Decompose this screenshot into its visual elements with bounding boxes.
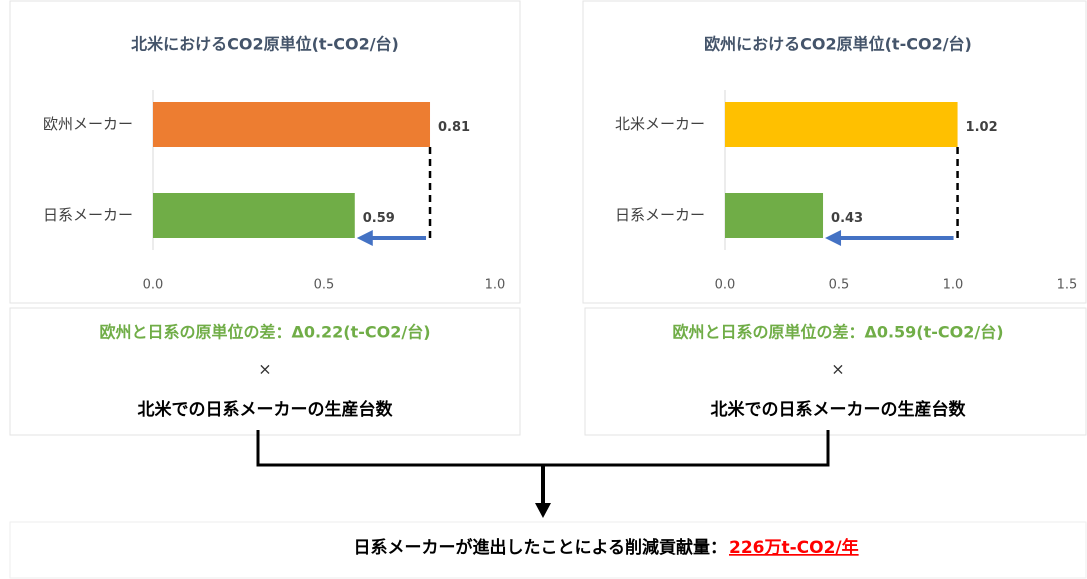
x-tick-label: 1.0 <box>485 278 506 293</box>
x-tick-label: 1.5 <box>1057 278 1078 293</box>
bar <box>153 193 355 238</box>
box-text: 欧州と日系の原単位の差：Δ0.22(t-CO2/台) <box>99 323 430 342</box>
box-text: 欧州と日系の原単位の差：Δ0.59(t-CO2/台) <box>672 323 1003 342</box>
panel <box>9 0 521 304</box>
x-tick-label: 1.0 <box>943 278 964 293</box>
x-tick-label: 0.0 <box>715 278 736 293</box>
x-tick-label: 0.5 <box>314 278 335 293</box>
bar <box>153 102 431 147</box>
box-text: 北米での日系メーカーの生産台数 <box>711 399 967 420</box>
bar <box>725 193 824 238</box>
data-label: 0.81 <box>438 120 470 135</box>
chart-title: 欧州におけるCO2原単位(t-CO2/台) <box>704 35 972 54</box>
difference-arrow-head <box>825 230 842 246</box>
x-tick-label: 0.0 <box>143 278 164 293</box>
chart-title: 北米におけるCO2原単位(t-CO2/台) <box>131 35 399 54</box>
box <box>584 307 1087 436</box>
box-text: × <box>258 360 271 379</box>
difference-arrow-head <box>356 230 373 246</box>
panel <box>582 0 1087 304</box>
bar <box>725 102 958 147</box>
data-label: 0.43 <box>831 211 863 226</box>
result-label: 日系メーカーが進出したことによる削減貢献量： <box>354 537 728 558</box>
box-text: × <box>831 360 844 379</box>
box-text: 北米での日系メーカーの生産台数 <box>138 399 394 420</box>
box <box>9 521 1087 579</box>
x-tick-label: 0.5 <box>829 278 850 293</box>
result-value: 226万t-CO2/年 <box>729 537 859 558</box>
data-label: 1.02 <box>966 120 998 135</box>
category-label: 欧州メーカー <box>43 115 133 133</box>
box <box>9 307 521 436</box>
category-label: 日系メーカー <box>615 206 705 224</box>
category-label: 北米メーカー <box>615 115 705 133</box>
data-label: 0.59 <box>363 211 395 226</box>
category-label: 日系メーカー <box>43 206 133 224</box>
arrow-head <box>535 503 551 518</box>
